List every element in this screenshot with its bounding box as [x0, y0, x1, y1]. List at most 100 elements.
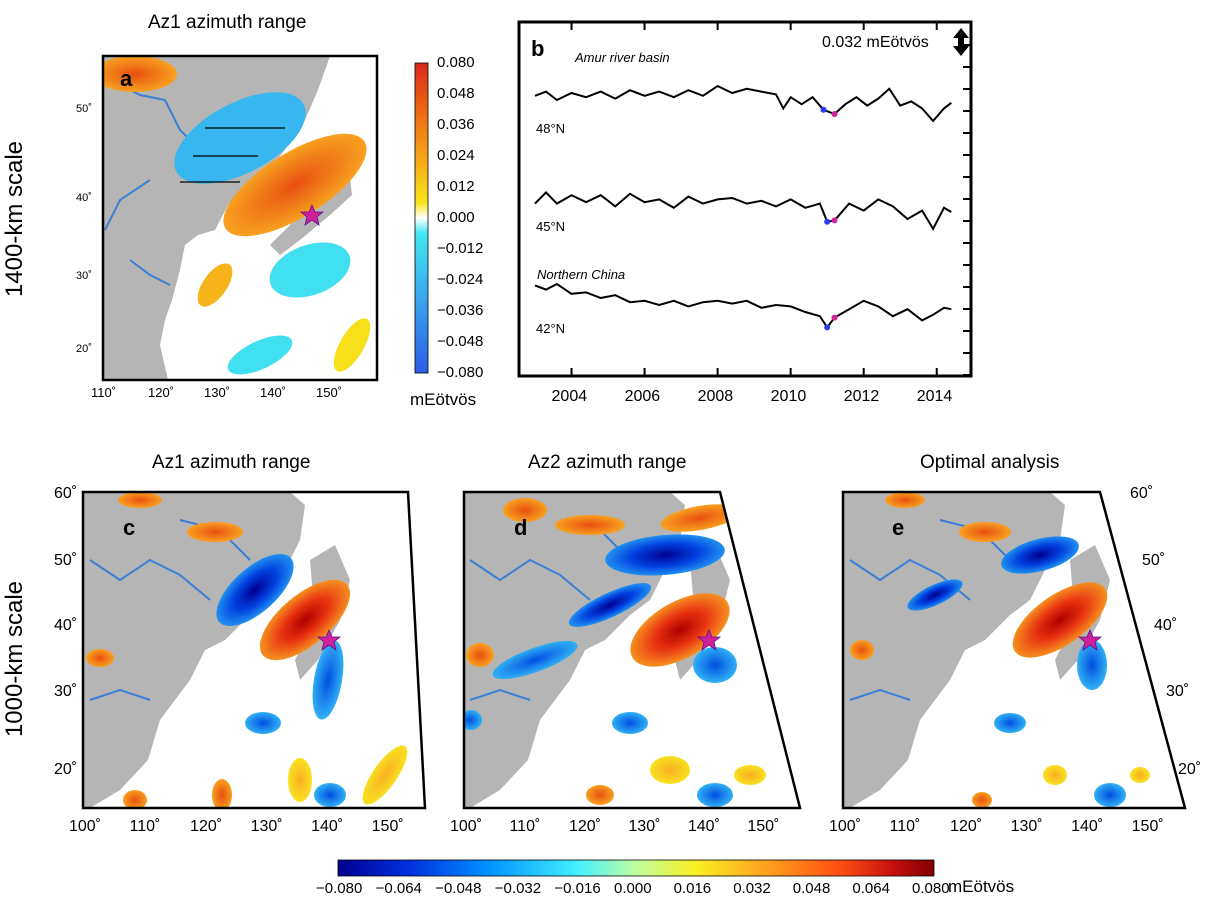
panel-a-colorbar-tick: −0.024 [437, 271, 484, 288]
panel-a-colorbar-tick: 0.024 [437, 147, 475, 164]
panel-b-series-label-48: 48°N [536, 121, 566, 136]
anomaly-yellow-se [333, 318, 371, 372]
star-icon [299, 203, 325, 226]
star-icon [316, 628, 342, 651]
panel-e-ytick: 60˚ [1130, 485, 1154, 502]
double-arrow-icon [953, 28, 969, 56]
anomaly-orange-japan [223, 133, 367, 237]
panel-b-series-line [534, 190, 952, 231]
bottom-colorbar-tick: −0.016 [554, 880, 601, 897]
panel-e-ytick: 40˚ [1154, 617, 1178, 634]
panel-b-annot-china: Northern China [537, 267, 626, 282]
panel-b-xtick: 2012 [843, 388, 880, 405]
panel-d-xtick: 100˚ [450, 818, 483, 835]
panel-d-xtick: 150˚ [747, 818, 780, 835]
panel-a-colorbar-tick: 0.048 [437, 85, 475, 102]
panel-b-xtick: 2008 [697, 388, 734, 405]
panel-a-xtick: 150˚ [316, 385, 343, 400]
panel-c-map [83, 492, 408, 808]
panel-b-series-line [534, 282, 952, 330]
anomaly-cyan-south [227, 335, 293, 375]
panel-c-xtick: 140˚ [311, 818, 344, 835]
panel-d-letter: d [514, 515, 528, 540]
panel-b-annot-amur: Amur river basin [575, 50, 670, 65]
panel-d-xtick: 120˚ [568, 818, 601, 835]
bottom-colorbar-tick: −0.080 [316, 880, 363, 897]
panel-b-event-marker [824, 218, 831, 225]
panel-b-event-marker [831, 217, 838, 224]
panel-e-xtick: 130˚ [1010, 818, 1043, 835]
panel-d-xtick: 140˚ [687, 818, 720, 835]
panel-e-frame [841, 490, 1187, 810]
panel-a-ytick: 50˚ [76, 103, 92, 115]
panel-b-xtick: 2004 [551, 388, 588, 405]
panel-d-xtick: 110˚ [509, 818, 541, 835]
panel-e-xtick: 150˚ [1131, 818, 1164, 835]
panel-e-xtick: 140˚ [1071, 818, 1104, 835]
panel-c-frame [81, 490, 427, 810]
anomaly-orange-nw [103, 56, 177, 92]
panel-b-xtick: 2014 [916, 388, 953, 405]
panel-a-colorbar-tick: 0.036 [437, 116, 475, 133]
bottom-colorbar-tick: 0.016 [673, 880, 712, 897]
panel-a-xtick: 120˚ [148, 385, 175, 400]
panel-d-frame [462, 490, 802, 810]
panel-c-letter: c [123, 515, 136, 540]
panel-b-event-marker [820, 106, 827, 113]
panel-c-ytick: 20˚ [54, 761, 78, 778]
panel-a-colorbar-tick: 0.080 [437, 54, 475, 71]
panel-a-frame [101, 54, 379, 382]
bottom-colorbar [337, 859, 935, 877]
panel-a-title: Az1 azimuth range [148, 12, 307, 33]
panel-a-colorbar-tick: −0.036 [437, 302, 484, 319]
bottom-colorbar-tick: 0.064 [852, 880, 890, 897]
panel-c-title: Az1 azimuth range [152, 452, 311, 473]
panel-e-xtick: 120˚ [950, 818, 983, 835]
panel-b-frame [517, 20, 973, 378]
panel-c-xtick: 130˚ [250, 818, 283, 835]
panel-a-xtick: 130˚ [204, 385, 231, 400]
panel-c-xtick: 120˚ [190, 818, 223, 835]
panel-a-letter: a [120, 66, 133, 91]
anomaly-cyan-east [269, 242, 351, 298]
panel-a-ytick: 40˚ [76, 192, 92, 204]
panel-b-xtick: 2010 [770, 388, 807, 405]
panel-a-colorbar-unit: mEötvös [410, 390, 477, 409]
panel-b-event-marker [831, 111, 838, 117]
panel-a-colorbar-tick: 0.000 [437, 209, 475, 226]
bottom-colorbar-tick: −0.032 [494, 880, 542, 897]
panel-b-series [534, 22, 971, 376]
panel-b-series-label-45: 45°N [536, 219, 566, 234]
bottom-colorbar-tick: 0.000 [614, 880, 652, 897]
anomaly-blue-amur [216, 553, 294, 627]
star-icon [1077, 628, 1103, 651]
bottom-colorbar-unit: mEötvös [948, 877, 1015, 896]
panel-c-xtick: 110˚ [129, 818, 161, 835]
panel-d-map [464, 492, 766, 808]
anomaly-red-japan [259, 579, 351, 661]
panel-d-xtick: 130˚ [628, 818, 661, 835]
panel-b-letter: b [531, 36, 545, 61]
panel-a-ytick: 20˚ [76, 343, 92, 355]
anomaly-orange-south [197, 263, 233, 307]
panel-a-xtick: 140˚ [260, 385, 287, 400]
panel-e-letter: e [892, 515, 905, 540]
star-icon [696, 628, 722, 651]
bottom-colorbar-tick: −0.064 [375, 880, 422, 897]
bottom-colorbar-tick: 0.032 [733, 880, 771, 897]
panel-e-title: Optimal analysis [920, 452, 1060, 473]
panel-e-ytick: 20˚ [1178, 761, 1202, 778]
panel-c-xtick: 100˚ [69, 818, 102, 835]
panel-e-ytick: 50˚ [1142, 552, 1166, 569]
panel-a-colorbar-tick: −0.012 [437, 240, 484, 257]
panel-b-xtick: 2006 [624, 388, 661, 405]
anomaly-cyan-amur [174, 92, 306, 184]
bottom-colorbar-tick: 0.080 [912, 880, 950, 897]
panel-c-ytick: 60˚ [54, 485, 78, 502]
panel-b-scale-label: 0.032 mEötvös [822, 34, 929, 51]
bottom-colorbar-tick: 0.048 [792, 880, 831, 897]
panel-e-xtick: 110˚ [889, 818, 921, 835]
panel-c-ytick: 40˚ [54, 617, 78, 634]
panel-d-title: Az2 azimuth range [528, 452, 687, 473]
